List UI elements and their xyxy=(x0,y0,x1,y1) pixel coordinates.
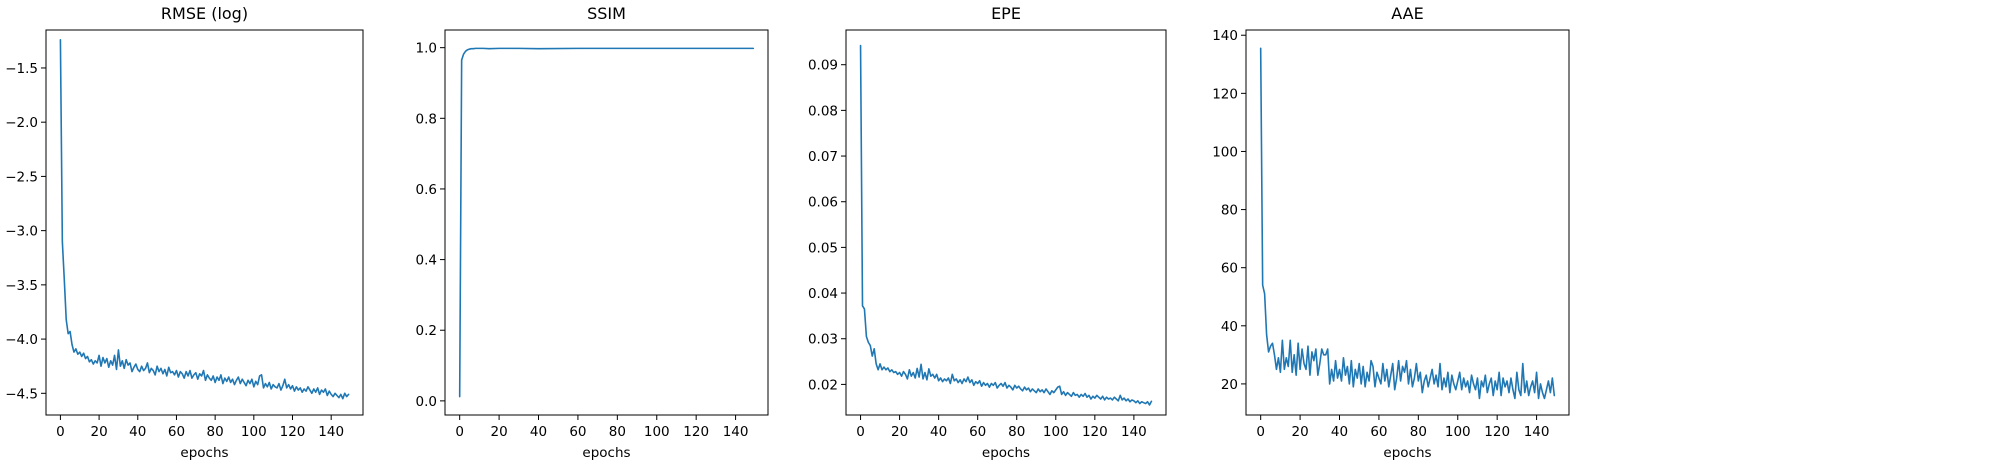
x-tick-label: 80 xyxy=(1410,424,1427,440)
subplot-aae: AAE 0 20 40 60 80 100 120 140 20 40 60 80 100 120 140 ep… xyxy=(1212,4,1570,461)
y-tick-label: 0.03 xyxy=(808,332,838,348)
x-tick-label: 60 xyxy=(969,424,986,440)
y-tick-label: 0.6 xyxy=(416,182,437,198)
x-tick-label: 0 xyxy=(56,424,65,440)
y-tick-label: 100 xyxy=(1212,144,1238,160)
x-tick-label: 140 xyxy=(723,424,749,440)
series-line-ssim xyxy=(458,47,755,398)
y-tick-label: 0.08 xyxy=(808,103,838,119)
y-tick-label: −4.5 xyxy=(5,386,38,402)
x-tick-label: 100 xyxy=(644,424,670,440)
y-tick-label: 0.8 xyxy=(416,111,437,127)
y-tick-label: 60 xyxy=(1221,261,1238,277)
x-tick-label: 20 xyxy=(90,424,107,440)
x-tick-label: 120 xyxy=(1082,424,1108,440)
y-tick-label: 0.06 xyxy=(808,195,838,211)
x-axis-label: epochs xyxy=(180,445,228,461)
y-tick-label: −3.5 xyxy=(5,278,38,294)
y-tick-label: −4.0 xyxy=(5,332,38,348)
y-tick-label: 20 xyxy=(1221,377,1238,393)
plot-frame xyxy=(845,29,1167,416)
x-tick-label: 20 xyxy=(491,424,508,440)
y-tick-label: 0.07 xyxy=(808,149,838,165)
x-tick-label: 140 xyxy=(1121,424,1147,440)
y-tick-label: −2.0 xyxy=(5,115,38,131)
x-tick-label: 80 xyxy=(1008,424,1025,440)
x-tick-label: 40 xyxy=(930,424,947,440)
y-tick-label: 0.04 xyxy=(808,286,838,302)
y-tick-label: 120 xyxy=(1212,86,1238,102)
x-tick-label: 0 xyxy=(1256,424,1265,440)
series-line-rmse-log xyxy=(59,38,350,400)
y-tick-label: 0.0 xyxy=(416,394,437,410)
subplot-ssim: SSIM 0 20 40 60 80 100 120 140 0.0 0.2 0.4 0.6 0.8 1.0… xyxy=(416,4,769,461)
y-tick-label: −3.0 xyxy=(5,224,38,240)
y-tick-label: 0.09 xyxy=(808,58,838,74)
x-axis-label: epochs xyxy=(982,445,1030,461)
x-axis-label: epochs xyxy=(582,445,630,461)
x-tick-label: 60 xyxy=(569,424,586,440)
subplot-rmse-log: RMSE (log) 0 20 40 60 80 100 120 140 −4.5 −4.0 −3.5… xyxy=(5,4,364,461)
y-tick-label: 40 xyxy=(1221,319,1238,335)
x-tick-label: 60 xyxy=(1370,424,1387,440)
x-tick-label: 40 xyxy=(530,424,547,440)
chart-title-rmse-log: RMSE (log) xyxy=(161,4,248,23)
y-tick-label: 0.4 xyxy=(416,253,437,269)
x-tick-label: 20 xyxy=(1292,424,1309,440)
x-tick-label: 20 xyxy=(891,424,908,440)
chart-title-aae: AAE xyxy=(1391,4,1423,23)
plot-frame xyxy=(1245,29,1570,416)
x-tick-label: 140 xyxy=(1524,424,1550,440)
series-line-aae xyxy=(1259,47,1556,400)
x-tick-label: 40 xyxy=(1331,424,1348,440)
x-tick-label: 120 xyxy=(280,424,306,440)
chart-title-epe: EPE xyxy=(991,4,1021,23)
plot-frame xyxy=(444,29,769,416)
x-tick-label: 60 xyxy=(168,424,185,440)
y-tick-label: −1.5 xyxy=(5,61,38,77)
y-tick-label: 80 xyxy=(1221,203,1238,219)
subplot-epe: EPE 0 20 40 60 80 100 120 140 0.02 0.03 0.04 0.05 0.0… xyxy=(808,4,1167,461)
x-tick-label: 80 xyxy=(609,424,626,440)
series-line-epe xyxy=(859,44,1153,406)
y-tick-label: −2.5 xyxy=(5,169,38,185)
x-tick-label: 100 xyxy=(1445,424,1471,440)
x-tick-label: 120 xyxy=(1484,424,1510,440)
x-tick-label: 100 xyxy=(1043,424,1069,440)
plot-frame xyxy=(45,29,364,416)
x-tick-label: 100 xyxy=(241,424,267,440)
x-tick-label: 120 xyxy=(683,424,709,440)
y-tick-label: 140 xyxy=(1212,28,1238,44)
y-tick-label: 0.05 xyxy=(808,240,838,256)
x-tick-label: 140 xyxy=(318,424,344,440)
x-tick-label: 0 xyxy=(455,424,464,440)
x-tick-label: 80 xyxy=(207,424,224,440)
x-axis-label: epochs xyxy=(1383,445,1431,461)
x-tick-label: 40 xyxy=(129,424,146,440)
y-tick-label: 0.2 xyxy=(416,323,437,339)
x-tick-label: 0 xyxy=(856,424,865,440)
y-tick-label: 0.02 xyxy=(808,377,838,393)
chart-title-ssim: SSIM xyxy=(587,4,626,23)
y-tick-label: 1.0 xyxy=(416,41,437,57)
